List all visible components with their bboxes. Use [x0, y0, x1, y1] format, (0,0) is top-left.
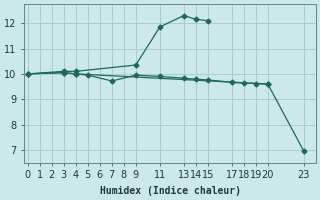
X-axis label: Humidex (Indice chaleur): Humidex (Indice chaleur)	[100, 186, 241, 196]
